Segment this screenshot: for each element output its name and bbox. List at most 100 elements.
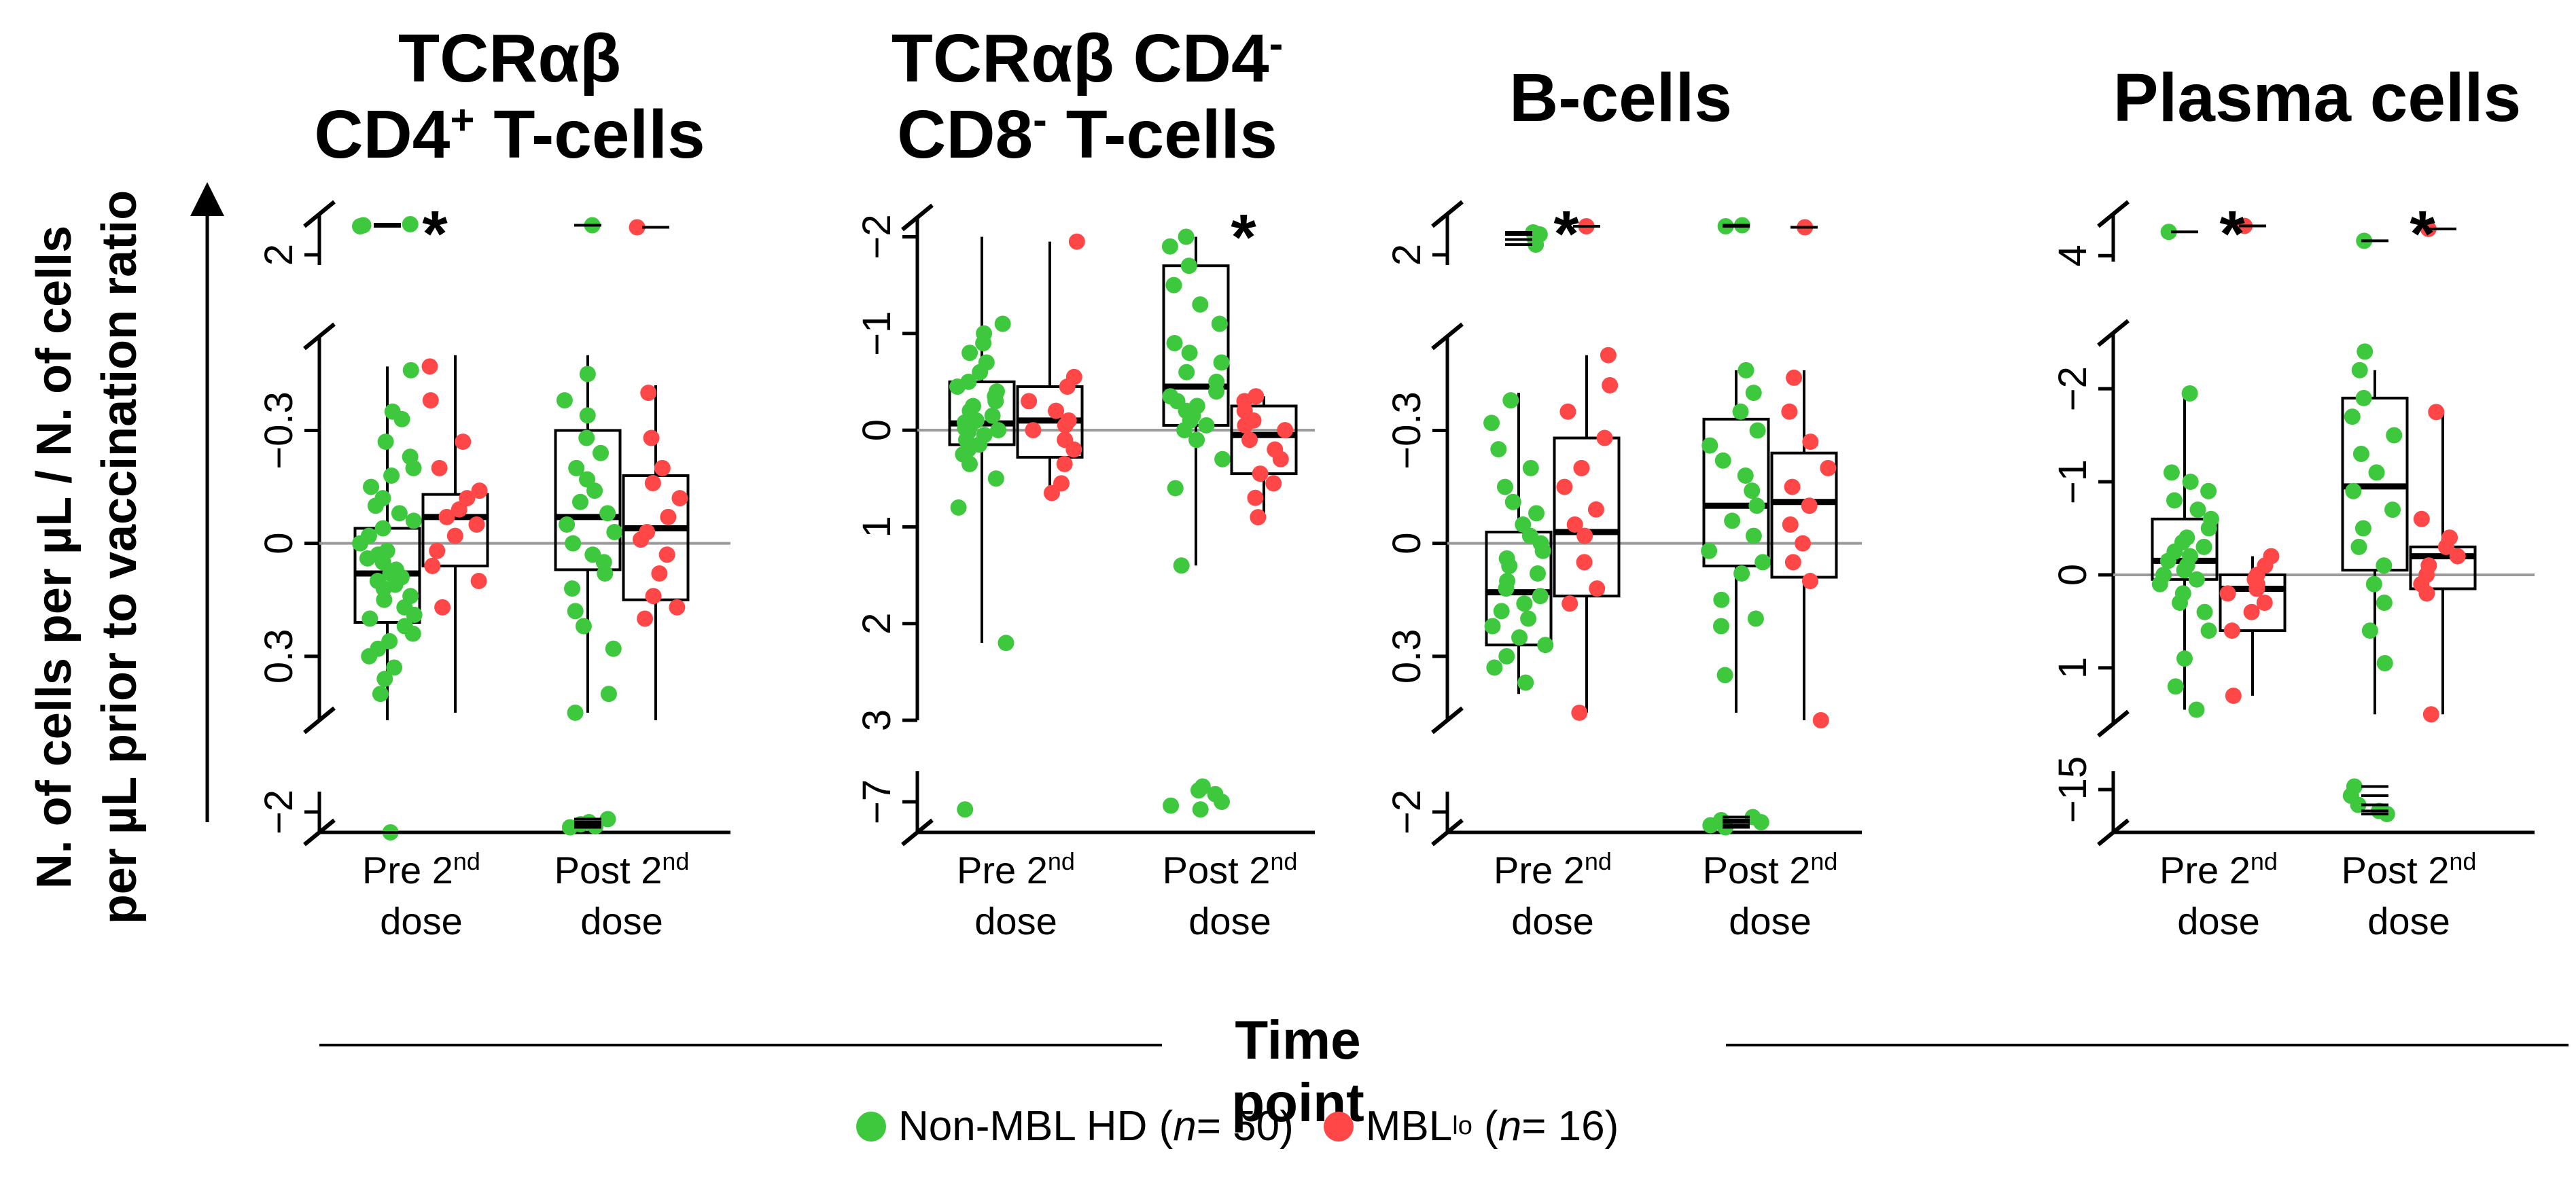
data-point bbox=[374, 490, 391, 507]
data-point bbox=[1733, 565, 1750, 582]
data-point bbox=[2200, 482, 2217, 499]
data-point bbox=[2344, 408, 2361, 425]
time-point-label-line1: Pre 2nd bbox=[2159, 847, 2278, 891]
data-point bbox=[669, 599, 686, 616]
data-point bbox=[2428, 404, 2445, 421]
data-point bbox=[976, 427, 993, 444]
data-point bbox=[976, 325, 993, 342]
data-point bbox=[1207, 785, 1224, 802]
data-point bbox=[1712, 618, 1729, 635]
data-point bbox=[1214, 451, 1231, 467]
data-point bbox=[1600, 347, 1617, 364]
data-point bbox=[579, 366, 596, 383]
data-point bbox=[2155, 566, 2172, 583]
y-axis-arrow-head bbox=[190, 182, 224, 216]
data-point bbox=[643, 429, 660, 446]
box-group bbox=[1483, 224, 1554, 694]
data-point bbox=[1566, 516, 1583, 533]
time-point-label-line2: dose bbox=[1188, 900, 1271, 942]
box-group bbox=[554, 217, 623, 836]
significance-star: * bbox=[1231, 201, 1256, 274]
panel-1-title-line1: TCRαβ bbox=[398, 20, 622, 96]
data-point bbox=[1190, 782, 1207, 799]
legend-dot-non-mbl bbox=[856, 1111, 886, 1142]
data-point bbox=[1748, 497, 1765, 514]
data-point bbox=[1068, 233, 1085, 250]
box-group bbox=[1770, 219, 1838, 728]
data-point bbox=[381, 633, 398, 650]
data-point bbox=[434, 599, 451, 616]
data-point bbox=[459, 490, 476, 507]
data-point bbox=[1048, 402, 1065, 419]
data-point bbox=[446, 527, 463, 544]
data-point bbox=[1784, 554, 1801, 571]
data-point bbox=[1602, 377, 1619, 394]
y-tick-label: 2 bbox=[1385, 244, 1429, 266]
y-tick-label: 1 bbox=[855, 516, 899, 537]
time-point-label-line1: Post 2nd bbox=[2342, 847, 2477, 891]
data-point bbox=[1556, 478, 1573, 495]
y-tick-label: −1 bbox=[855, 311, 899, 356]
data-point bbox=[1188, 398, 1205, 414]
data-point bbox=[2200, 622, 2217, 639]
data-point bbox=[571, 493, 588, 510]
data-point bbox=[424, 557, 441, 574]
data-point bbox=[2196, 603, 2213, 620]
time-point-label-line2: dose bbox=[2367, 900, 2450, 942]
data-point bbox=[372, 686, 389, 703]
y-tick-label: −2 bbox=[1385, 790, 1429, 834]
data-point bbox=[1208, 373, 1225, 390]
data-point bbox=[1511, 629, 1528, 646]
data-point bbox=[1025, 422, 1042, 439]
box-group bbox=[1230, 388, 1298, 526]
data-point bbox=[1732, 403, 1749, 420]
y-tick-label: 0.3 bbox=[257, 629, 301, 684]
significance-star: * bbox=[1553, 198, 1579, 270]
data-point bbox=[363, 478, 380, 495]
time-point-label-line1: Pre 2nd bbox=[362, 847, 480, 891]
data-point bbox=[2174, 585, 2191, 602]
data-point bbox=[2386, 427, 2403, 444]
panel-4-title-line1: Plasma cells bbox=[2113, 60, 2522, 136]
data-point bbox=[584, 546, 601, 563]
data-point bbox=[1596, 429, 1613, 446]
box-group bbox=[948, 236, 1016, 818]
panel-3-title-line1: B-cells bbox=[1509, 60, 1732, 136]
panel-4-title: Plasma cells bbox=[2052, 60, 2576, 136]
box-group bbox=[2341, 232, 2409, 822]
data-point bbox=[2351, 361, 2368, 378]
data-point bbox=[645, 588, 662, 605]
data-point bbox=[1573, 459, 1590, 476]
data-point bbox=[1486, 659, 1503, 676]
y-tick-label: 3 bbox=[855, 709, 899, 731]
y-tick-label: 2 bbox=[257, 244, 301, 266]
data-point bbox=[1248, 388, 1265, 405]
data-point bbox=[994, 315, 1011, 332]
data-point bbox=[1490, 441, 1507, 458]
data-point bbox=[1167, 480, 1184, 497]
data-point bbox=[1576, 527, 1593, 544]
axis-break-mark bbox=[303, 706, 336, 735]
data-point bbox=[438, 508, 455, 525]
data-point bbox=[605, 640, 622, 657]
y-tick-label: 2 bbox=[855, 613, 899, 635]
data-point bbox=[556, 392, 573, 409]
data-point bbox=[2188, 571, 2205, 588]
data-point bbox=[1252, 465, 1269, 482]
data-point bbox=[957, 801, 974, 818]
data-point bbox=[660, 508, 677, 525]
data-point bbox=[2167, 678, 2184, 695]
data-point bbox=[384, 403, 401, 420]
data-point bbox=[402, 361, 419, 378]
data-point bbox=[1192, 801, 1209, 818]
data-point bbox=[2182, 548, 2199, 565]
legend-n-non-mbl: n bbox=[1173, 1103, 1197, 1150]
data-point bbox=[2346, 778, 2363, 795]
time-point-label-line1: Post 2nd bbox=[554, 847, 690, 891]
data-point bbox=[1241, 431, 1258, 448]
data-point bbox=[606, 524, 623, 541]
data-point bbox=[1749, 422, 1766, 439]
box-iqr bbox=[421, 493, 489, 567]
time-point-label-line2: dose bbox=[580, 900, 663, 942]
data-point bbox=[658, 546, 675, 563]
